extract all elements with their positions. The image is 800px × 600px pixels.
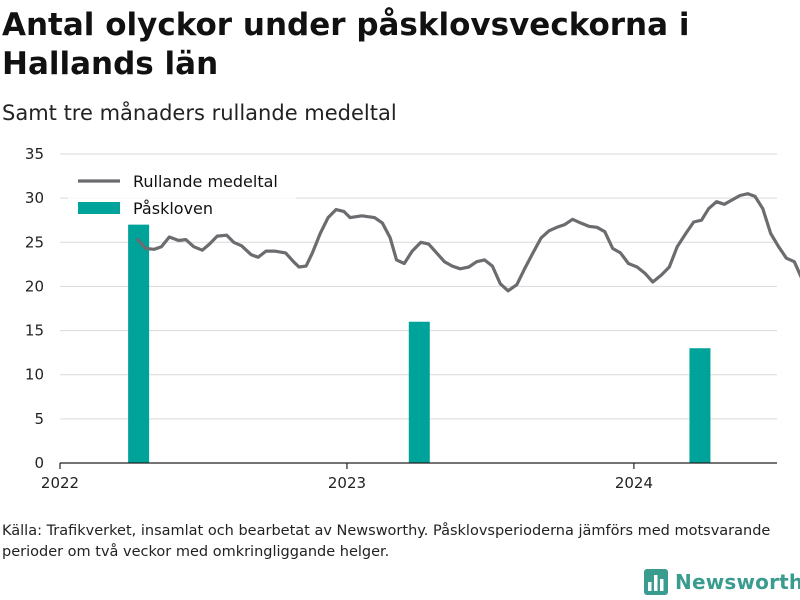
- logo-text: Newsworthy: [675, 570, 800, 594]
- y-tick-label: 25: [25, 233, 44, 251]
- legend-label: Rullande medeltal: [133, 172, 278, 191]
- bar-paskloven-1: [408, 321, 430, 463]
- bar-paskloven-0: [128, 224, 150, 463]
- source-note: Källa: Trafikverket, insamlat och bearbe…: [2, 523, 771, 560]
- legend: Rullande medeltal Påskloven: [68, 166, 296, 224]
- chart-title: Antal olyckor under påsklovsveckorna i H…: [2, 7, 690, 82]
- chart-subtitle: Samt tre månaders rullande medeltal: [2, 101, 397, 125]
- bar-paskloven-2: [689, 348, 711, 463]
- x-tick-label: 2023: [328, 474, 366, 492]
- y-tick-label: 35: [25, 145, 44, 163]
- legend-background: [68, 166, 296, 224]
- y-tick-label: 10: [25, 366, 44, 384]
- bar-chart-logo-icon: [644, 569, 668, 595]
- y-tick-label: 5: [34, 410, 44, 428]
- line-series-rullande-medeltal: [136, 192, 800, 293]
- y-tick-label: 0: [34, 454, 44, 472]
- y-tick-label: 30: [25, 189, 44, 207]
- line-rullande-medeltal: [136, 192, 800, 293]
- chart-svg: 0 5 10 15 20 25 30 35 2022 2023 2024 Rullande mede…: [25, 145, 800, 492]
- legend-swatch-bar: [78, 202, 120, 214]
- y-tick-label: 20: [25, 277, 44, 295]
- y-tick-label: 15: [25, 322, 44, 340]
- x-tick-label: 2022: [41, 474, 79, 492]
- bar-series-paskloven: [128, 224, 711, 463]
- axes: 0 5 10 15 20 25 30 35 2022 2023 2024: [25, 145, 777, 492]
- newsworthy-logo: Newsworthy: [644, 569, 800, 595]
- legend-label: Påskloven: [133, 199, 213, 218]
- x-tick-label: 2024: [615, 474, 653, 492]
